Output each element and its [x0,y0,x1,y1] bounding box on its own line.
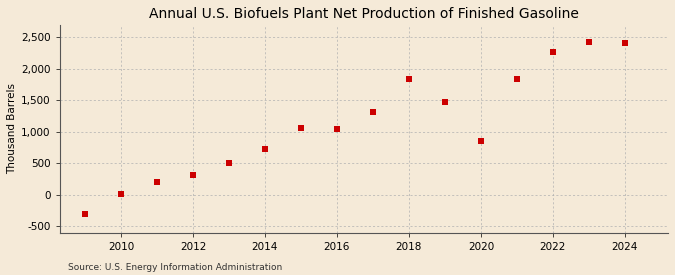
Point [152,179,163,184]
Y-axis label: Thousand Barrels: Thousand Barrels [7,83,17,174]
Point [331,127,342,131]
Point [512,76,522,81]
Point [223,161,234,165]
Point [547,50,558,54]
Title: Annual U.S. Biofuels Plant Net Production of Finished Gasoline: Annual U.S. Biofuels Plant Net Productio… [149,7,579,21]
Point [475,139,486,143]
Text: Source: U.S. Energy Information Administration: Source: U.S. Energy Information Administ… [68,263,281,272]
Point [583,40,594,44]
Point [188,173,198,177]
Point [620,41,630,45]
Point [115,192,126,197]
Point [296,126,306,130]
Point [80,211,90,216]
Point [404,77,414,81]
Point [439,100,450,104]
Point [259,147,270,151]
Point [367,110,378,115]
